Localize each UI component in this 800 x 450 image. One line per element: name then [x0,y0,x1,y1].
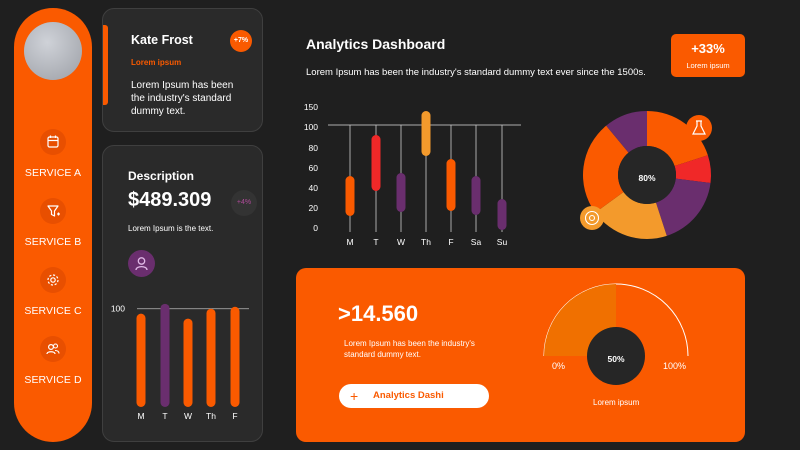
sidebar-item-label: SERVICE B [24,236,82,248]
y-tick-label: 100 [111,304,125,314]
candle-bar [421,111,431,156]
flask-icon [686,115,712,141]
x-tick-label: F [232,411,237,421]
donut-slice [606,111,647,153]
description-price: $489.309 [128,189,212,211]
bar [136,313,146,407]
sidebar: SERVICE A SERVICE B SERVICE C SERVICE D [14,8,92,442]
x-tick-label: W [397,237,405,247]
sidebar-item-service-c[interactable]: SERVICE C [14,267,92,319]
y-tick-label: 60 [309,163,319,173]
target-icon-center [588,214,596,222]
profile-name: Kate Frost [131,33,193,47]
avatar[interactable] [24,22,82,80]
donut-slice [595,192,667,239]
target-icon [580,206,604,230]
summary-panel: >14.560 Lorem Ipsum has been the industr… [296,268,745,442]
x-tick-label: W [184,411,192,421]
sidebar-item-label: SERVICE C [24,305,82,317]
percent-label: Lorem ipsum [686,61,730,70]
users-icon [40,336,66,362]
y-tick-label: 80 [309,143,319,153]
x-tick-label: T [162,411,167,421]
x-tick-label: M [137,411,144,421]
description-text: Lorem Ipsum is the text. [128,224,214,233]
y-tick-label: 40 [309,183,319,193]
x-tick-label: F [448,237,453,247]
donut-slice [674,155,712,184]
description-title: Description [128,169,195,183]
y-tick-label: 150 [304,102,318,112]
donut-slice [583,125,629,213]
funnel-icon [40,198,66,224]
gauge-min-label: 0% [552,361,566,371]
analytics-dashboard-button[interactable]: + Analytics Dashi [339,384,489,408]
x-tick-label: M [346,237,353,247]
x-tick-label: Su [497,237,508,247]
gauge-value: 50% [607,354,624,364]
candle-bar [371,135,381,191]
sidebar-item-service-a[interactable]: SERVICE A [14,129,92,181]
page-title: Analytics Dashboard [306,36,446,52]
button-label: Analytics Dashi [373,390,444,401]
sidebar-item-label: SERVICE A [24,167,82,179]
donut-slice [655,178,711,236]
user-icon[interactable] [128,250,155,277]
sidebar-item-label: SERVICE D [24,374,82,386]
description-card: Description $489.309 +4% Lorem Ipsum is … [102,145,263,442]
plus-icon: + [350,388,359,404]
gauge-label: Lorem ipsum [593,398,640,407]
y-tick-label: 0 [313,223,318,233]
bar [230,306,240,407]
y-tick-label: 100 [304,122,318,132]
gauge-max-label: 100% [663,361,687,371]
x-tick-label: Th [421,237,431,247]
summary-text: Lorem Ipsum has been the industry's stan… [344,339,475,359]
flask-icon-glyph [692,120,706,135]
calendar-icon [40,129,66,155]
target-icon-ring [584,210,600,226]
bar [183,318,193,407]
analytics-charts: 150 100 80 60 40 20 0 M T W Th F Sa Su 80% [304,102,712,247]
small-bar-chart: 100 M T W Th F [111,303,249,421]
donut-hole [618,146,676,204]
bar [206,308,216,407]
bar [160,303,170,407]
x-tick-label: T [373,237,378,247]
x-tick-label: Th [206,411,216,421]
description-badge: +4% [231,190,257,216]
candle-bar [345,176,355,216]
sidebar-item-service-b[interactable]: SERVICE B [14,198,92,250]
percent-value: +33% [691,41,725,56]
donut-slice [647,111,708,167]
gauge-chart: 50% [543,283,689,385]
profile-text: Lorem Ipsum has been the industry's stan… [131,80,234,117]
gear-icon [40,267,66,293]
growth-badge: +7% [230,30,252,52]
candle-bar [471,176,481,215]
profile-subtitle: Lorem ipsum [131,58,182,67]
x-tick-label: Sa [471,237,482,247]
candle-bar [446,159,456,211]
candle-bar [497,199,507,230]
y-tick-label: 20 [309,203,319,213]
percent-box: +33% Lorem ipsum [671,34,745,77]
sidebar-item-service-d[interactable]: SERVICE D [14,336,92,388]
gauge-hub [587,327,645,385]
profile-card: Kate Frost +7% Lorem ipsum Lorem Ipsum h… [102,8,263,132]
card-accent [103,25,108,105]
page-description: Lorem Ipsum has been the industry's stan… [306,67,646,78]
donut-center-label: 80% [638,173,655,183]
summary-number: >14.560 [338,301,419,326]
candle-bar [396,173,406,212]
